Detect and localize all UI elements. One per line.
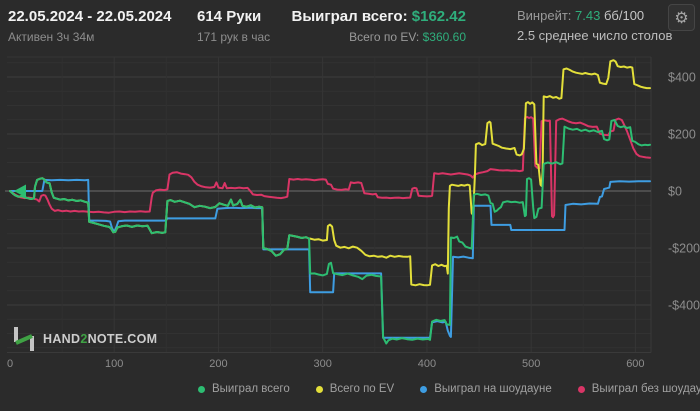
svg-text:-$400: -$400 [668, 299, 700, 313]
hand2note-logo: HAND2NOTE.COM [13, 327, 157, 351]
logo-text-pre: HAND [43, 332, 81, 346]
pink-legend-dot [577, 385, 585, 393]
avg-tables: 2.5 среднее число столов [517, 28, 673, 43]
hands-total: 614 Руки [197, 8, 262, 25]
settings-button[interactable]: ⚙ [668, 4, 695, 31]
svg-text:600: 600 [626, 358, 644, 370]
won-total-value: $162.42 [411, 8, 466, 25]
ev-total-label: Всего по EV: [349, 30, 420, 44]
won-total-label: Выиграл всего: [291, 8, 408, 25]
legend-label: Выиграл без шоудауна [591, 383, 700, 395]
winrate-label: Винрейт: [517, 8, 572, 23]
svg-text:300: 300 [314, 358, 332, 370]
yellow-legend-dot [315, 385, 323, 393]
svg-text:0: 0 [7, 358, 13, 370]
svg-text:500: 500 [522, 358, 540, 370]
logo-text-num: 2 [80, 332, 88, 346]
legend-label: Выиграл на шоудауне [434, 383, 552, 395]
legend-item-showdown[interactable]: Выиграл на шоудауне [420, 383, 552, 395]
date-range: 22.05.2024 - 22.05.2024 [8, 8, 172, 25]
svg-text:200: 200 [209, 358, 227, 370]
legend-item-ev-total[interactable]: Всего по EV [315, 383, 395, 395]
hands-per-hour: 171 рук в час [197, 30, 271, 44]
hand2note-logo-icon [14, 327, 34, 351]
svg-text:$0: $0 [668, 185, 682, 199]
legend-item-non-showdown[interactable]: Выиграл без шоудауна [577, 383, 700, 395]
winnings-block: Выиграл всего: $162.42 Всего по EV: $360… [290, 7, 466, 45]
svg-text:$200: $200 [668, 128, 696, 142]
svg-text:$400: $400 [668, 71, 696, 85]
date-range-block: 22.05.2024 - 22.05.2024 Активен 3ч 34м [8, 7, 171, 45]
green-legend-dot [198, 385, 205, 393]
winrate-value: 7.43 [575, 8, 601, 23]
svg-text:400: 400 [418, 358, 436, 370]
hands-block: 614 Руки 171 рук в час [197, 7, 270, 45]
svg-text:100: 100 [105, 358, 123, 370]
blue-legend-dot [420, 385, 428, 393]
ev-total-value: $360.60 [422, 30, 466, 44]
legend-item-won-total[interactable]: Выиграл всего [198, 383, 290, 395]
legend-label: Выиграл всего [212, 383, 290, 395]
winrate-unit: бб/100 [603, 8, 645, 23]
winrate-block: Винрейт: 7.43 бб/100 2.5 среднее число с… [517, 7, 672, 45]
gear-icon: ⚙ [674, 9, 689, 27]
svg-text:-$200: -$200 [668, 242, 700, 256]
active-time: Активен 3ч 34м [8, 30, 95, 44]
legend-label: Всего по EV [329, 383, 395, 395]
logo-text-post: NOTE.COM [87, 332, 158, 346]
chart-legend: Выиграл всего Всего по EV Выиграл на шоу… [198, 383, 700, 395]
